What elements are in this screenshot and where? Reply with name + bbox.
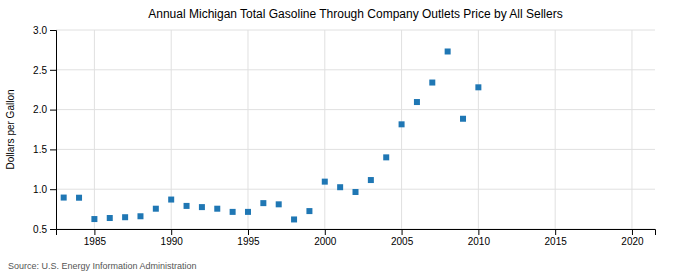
x-tick-mark xyxy=(402,229,403,235)
x-tick-mark xyxy=(555,229,556,235)
y-tick-mark xyxy=(50,149,56,150)
point xyxy=(306,208,312,214)
x-tick: 2015 xyxy=(545,229,568,247)
grid-line-x xyxy=(401,30,402,229)
point xyxy=(214,206,220,212)
chart-svg: 1985 1990 1995 2000 2005 2010 2015 2020 0.5 1.0 1.… xyxy=(0,0,675,275)
x-tick-label: 2015 xyxy=(545,236,568,247)
point xyxy=(122,214,128,220)
point xyxy=(245,209,251,215)
x-tick: 2010 xyxy=(468,229,491,247)
x-tick: 2005 xyxy=(391,229,414,247)
point xyxy=(260,200,266,206)
source-note: Source: U.S. Energy Information Administ… xyxy=(8,261,197,271)
x-tick-mark xyxy=(325,229,326,235)
x-tick: 1985 xyxy=(84,229,107,247)
y-tick-mark xyxy=(50,229,56,230)
point xyxy=(445,48,451,54)
grid-line-y xyxy=(56,149,655,150)
point xyxy=(353,189,359,195)
grid-line-x xyxy=(247,30,248,229)
y-tick: 2.5 xyxy=(33,65,56,76)
grid-line-y xyxy=(56,69,655,70)
point xyxy=(383,154,389,160)
point xyxy=(322,179,328,185)
y-tick: 0.5 xyxy=(33,224,56,235)
x-tick-mark xyxy=(171,229,172,235)
x-tick-label: 1990 xyxy=(161,236,184,247)
x-tick-label: 2005 xyxy=(391,236,414,247)
y-tick-mark xyxy=(50,189,56,190)
point xyxy=(168,197,174,203)
point xyxy=(107,215,113,221)
grid-line-x xyxy=(324,30,325,229)
x-tick: 1995 xyxy=(237,229,260,247)
grid-line-y xyxy=(56,30,655,31)
y-tick-label: 2.5 xyxy=(33,65,47,76)
point xyxy=(76,195,82,201)
point xyxy=(368,177,374,183)
point xyxy=(61,195,67,201)
x-tick: 2020 xyxy=(621,229,644,247)
y-axis-title: Dollars per Gallon xyxy=(5,89,16,169)
y-axis-line xyxy=(50,31,57,230)
grid-line-x xyxy=(555,30,556,229)
x-tick-label: 2010 xyxy=(468,236,491,247)
x-tick: 2000 xyxy=(314,229,337,247)
point xyxy=(91,216,97,222)
grid-line-x xyxy=(478,30,479,229)
point xyxy=(230,209,236,215)
x-axis-line xyxy=(57,230,656,236)
y-tick: 1.5 xyxy=(33,144,56,155)
x-tick-label: 1995 xyxy=(237,236,260,247)
point xyxy=(184,203,190,209)
point xyxy=(429,80,435,86)
point xyxy=(199,204,205,210)
x-tick-mark xyxy=(94,229,95,235)
grid-line-x xyxy=(94,30,95,229)
plot-area: 1985 1990 1995 2000 2005 2010 2015 2020 0.5 1.0 1.… xyxy=(33,25,655,247)
chart-container: 1985 1990 1995 2000 2005 2010 2015 2020 0.5 1.0 1.… xyxy=(0,0,675,275)
point xyxy=(460,116,466,122)
y-tick-mark xyxy=(50,110,56,111)
y-tick: 2.0 xyxy=(33,104,56,115)
y-tick: 1.0 xyxy=(33,184,56,195)
y-tick: 3.0 xyxy=(33,25,56,36)
y-tick-mark xyxy=(50,70,56,71)
point xyxy=(153,206,159,212)
y-tick-label: 0.5 xyxy=(33,224,47,235)
point xyxy=(399,121,405,127)
y-axis: 0.5 1.0 1.5 2.0 2.5 3.0 xyxy=(33,25,56,235)
x-tick-mark xyxy=(632,229,633,235)
grid-line-y xyxy=(56,109,655,110)
x-tick-mark xyxy=(248,229,249,235)
x-axis: 1985 1990 1995 2000 2005 2010 2015 2020 xyxy=(57,229,656,247)
point xyxy=(337,184,343,190)
x-tick: 1990 xyxy=(161,229,184,247)
point xyxy=(276,201,282,207)
point xyxy=(414,99,420,105)
x-tick-label: 1985 xyxy=(84,236,107,247)
x-tick-mark xyxy=(478,229,479,235)
y-tick-label: 1.0 xyxy=(33,184,47,195)
point xyxy=(291,216,297,222)
y-tick-label: 2.0 xyxy=(33,104,47,115)
point xyxy=(475,84,481,90)
x-tick-label: 2020 xyxy=(621,236,644,247)
grid-line-x xyxy=(631,30,632,229)
y-tick-label: 3.0 xyxy=(33,25,47,36)
points xyxy=(61,48,482,222)
grid xyxy=(56,30,655,229)
y-tick-mark xyxy=(50,30,56,31)
point xyxy=(137,213,143,219)
x-tick-label: 2000 xyxy=(314,236,337,247)
chart-title: Annual Michigan Total Gasoline Through C… xyxy=(148,7,562,21)
y-tick-label: 1.5 xyxy=(33,144,47,155)
